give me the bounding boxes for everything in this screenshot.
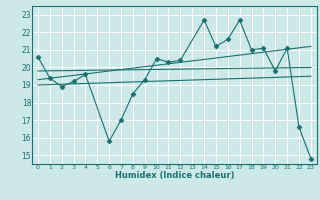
X-axis label: Humidex (Indice chaleur): Humidex (Indice chaleur) bbox=[115, 171, 234, 180]
